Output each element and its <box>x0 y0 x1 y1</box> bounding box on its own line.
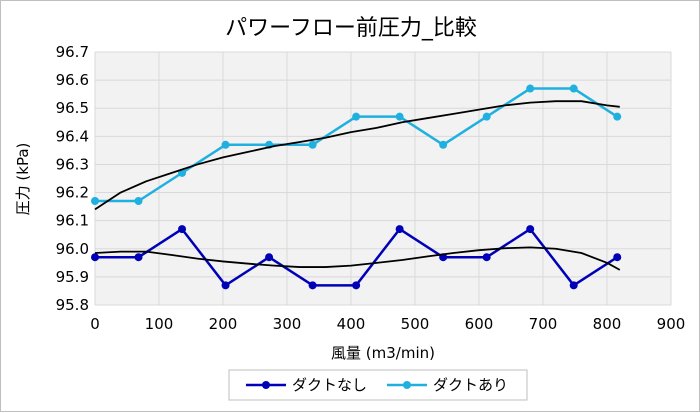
data-point-series-1 <box>221 281 230 290</box>
x-tick-label: 400 <box>337 315 366 333</box>
data-point-series-2 <box>569 84 578 93</box>
trendline-layer <box>94 100 621 271</box>
data-point-series-2 <box>352 112 361 121</box>
data-point-series-1 <box>526 225 535 234</box>
data-point-series-1 <box>91 253 99 262</box>
y-tick-label: 96.6 <box>56 71 89 89</box>
x-tick-label: 100 <box>145 315 174 333</box>
legend: ダクトなし ダクトあり <box>246 376 508 394</box>
data-point-series-2 <box>221 140 230 149</box>
y-tick-label: 96.7 <box>56 43 89 61</box>
y-tick-label: 95.8 <box>56 296 89 314</box>
x-tick-label: 300 <box>273 315 302 333</box>
x-tick-label: 200 <box>209 315 238 333</box>
plot-area <box>95 52 671 305</box>
data-point-series-2 <box>395 112 404 121</box>
trendline-2 <box>94 100 620 211</box>
x-tick-label: 600 <box>465 315 494 333</box>
chart-title: パワーフロー前圧力_比較 <box>225 16 477 41</box>
y-axis-title: 圧力 (kPa) <box>14 143 32 216</box>
data-point-series-2 <box>439 140 448 149</box>
y-tick-label: 96.5 <box>56 99 89 117</box>
trendline-1 <box>94 246 621 271</box>
data-point-series-1 <box>265 253 274 262</box>
x-tick-label: 800 <box>593 315 622 333</box>
y-tick-label: 96.0 <box>56 240 89 258</box>
y-tick-label: 96.1 <box>56 212 89 230</box>
x-tick-label: 0 <box>90 315 100 333</box>
series-layer <box>91 84 622 290</box>
x-axis-title: 風量 (m3/min) <box>331 344 435 362</box>
y-tick-label: 96.2 <box>56 184 89 202</box>
data-point-series-1 <box>395 225 404 234</box>
data-point-series-1 <box>134 253 143 262</box>
grid-lines <box>94 51 672 306</box>
y-tick-label: 96.3 <box>56 155 89 173</box>
legend-marker-1 <box>262 381 270 389</box>
data-point-series-1 <box>352 281 361 290</box>
x-tick-label: 900 <box>657 315 686 333</box>
data-point-series-2 <box>134 196 143 205</box>
y-tick-label: 96.4 <box>56 127 89 145</box>
legend-label-2: ダクトあり <box>433 376 508 394</box>
legend-marker-2 <box>403 381 411 389</box>
data-point-series-1 <box>482 253 491 262</box>
legend-label-1: ダクトなし <box>292 376 367 394</box>
y-tick-label: 95.9 <box>56 268 89 286</box>
y-tick-labels: 96.7 96.6 96.5 96.4 96.3 96.2 96.1 96.0 95.9 95.8 <box>56 43 89 314</box>
data-point-series-1 <box>308 281 317 290</box>
data-point-series-2 <box>526 84 535 93</box>
data-point-series-2 <box>613 112 622 121</box>
data-point-series-2 <box>308 140 317 149</box>
data-point-series-2 <box>482 112 491 121</box>
data-point-series-1 <box>613 253 622 262</box>
x-tick-label: 500 <box>401 315 430 333</box>
data-point-series-1 <box>569 281 578 290</box>
x-tick-label: 700 <box>529 315 558 333</box>
data-point-series-2 <box>91 196 99 205</box>
data-point-series-1 <box>178 225 187 234</box>
x-tick-labels: 0 100 200 300 400 500 600 700 800 900 <box>90 315 685 333</box>
